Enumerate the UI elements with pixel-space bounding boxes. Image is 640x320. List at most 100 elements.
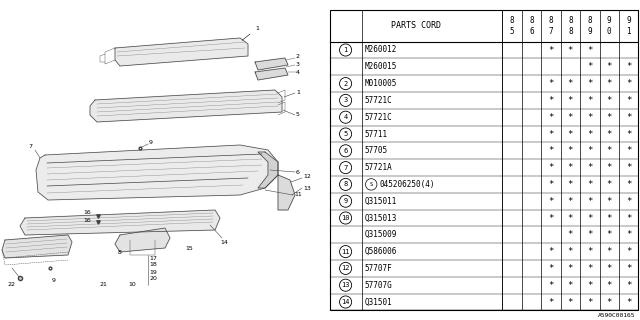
Text: *: *	[587, 62, 593, 71]
Text: 57721C: 57721C	[364, 96, 392, 105]
Text: A590C00165: A590C00165	[598, 313, 636, 318]
Text: *: *	[587, 79, 593, 88]
Text: *: *	[626, 113, 632, 122]
Polygon shape	[115, 228, 170, 252]
Text: 14: 14	[220, 239, 228, 244]
Text: *: *	[607, 247, 612, 256]
Text: 9: 9	[149, 140, 153, 146]
Text: 13: 13	[303, 186, 311, 190]
Text: *: *	[607, 79, 612, 88]
Text: *: *	[626, 298, 632, 307]
Text: Q315009: Q315009	[364, 230, 397, 239]
Text: *: *	[568, 247, 573, 256]
Text: *: *	[626, 230, 632, 239]
Text: 15: 15	[185, 245, 193, 251]
Text: 8: 8	[588, 16, 592, 25]
Text: *: *	[548, 163, 554, 172]
Text: 1: 1	[627, 27, 631, 36]
Text: *: *	[607, 62, 612, 71]
Text: *: *	[568, 180, 573, 189]
Text: *: *	[607, 264, 612, 273]
Text: Q315011: Q315011	[364, 197, 397, 206]
Text: *: *	[548, 247, 554, 256]
Text: 8: 8	[344, 181, 348, 188]
Text: 5: 5	[344, 131, 348, 137]
Text: *: *	[568, 96, 573, 105]
Text: *: *	[626, 163, 632, 172]
Text: 13: 13	[341, 282, 350, 288]
Text: *: *	[587, 180, 593, 189]
Text: *: *	[607, 96, 612, 105]
Text: 045206250(4): 045206250(4)	[380, 180, 435, 189]
Text: 8: 8	[529, 16, 534, 25]
Text: 7: 7	[344, 164, 348, 171]
Text: PARTS CORD: PARTS CORD	[391, 21, 441, 30]
Polygon shape	[255, 68, 288, 80]
Text: *: *	[548, 113, 554, 122]
Text: 57711: 57711	[364, 130, 387, 139]
Text: *: *	[548, 45, 554, 54]
Polygon shape	[115, 38, 248, 66]
Text: *: *	[626, 62, 632, 71]
Text: *: *	[607, 146, 612, 155]
Text: *: *	[626, 180, 632, 189]
Text: 6: 6	[529, 27, 534, 36]
Text: 9: 9	[627, 16, 631, 25]
Text: *: *	[587, 197, 593, 206]
Text: *: *	[626, 96, 632, 105]
Text: 57705: 57705	[364, 146, 387, 155]
Text: *: *	[626, 264, 632, 273]
Text: *: *	[568, 213, 573, 222]
Text: 11: 11	[294, 193, 301, 197]
Text: *: *	[548, 264, 554, 273]
Text: *: *	[626, 79, 632, 88]
Text: 16: 16	[83, 218, 91, 222]
Text: Q586006: Q586006	[364, 247, 397, 256]
Polygon shape	[36, 145, 278, 200]
Text: *: *	[587, 130, 593, 139]
Text: *: *	[568, 113, 573, 122]
Text: *: *	[626, 247, 632, 256]
Text: *: *	[587, 163, 593, 172]
Text: *: *	[587, 264, 593, 273]
Text: *: *	[587, 230, 593, 239]
Text: 4: 4	[296, 69, 300, 75]
Text: 12: 12	[341, 265, 350, 271]
Text: 14: 14	[341, 299, 350, 305]
Text: *: *	[568, 230, 573, 239]
Text: *: *	[568, 281, 573, 290]
Text: 17: 17	[149, 255, 157, 260]
Text: 21: 21	[100, 282, 108, 286]
Text: *: *	[607, 163, 612, 172]
Text: *: *	[548, 96, 554, 105]
Text: 8: 8	[568, 16, 573, 25]
Polygon shape	[90, 90, 282, 122]
Polygon shape	[2, 235, 72, 258]
Text: 57707F: 57707F	[364, 264, 392, 273]
Text: 4: 4	[344, 114, 348, 120]
Text: 5: 5	[296, 113, 300, 117]
Text: *: *	[568, 146, 573, 155]
Text: *: *	[626, 281, 632, 290]
Text: 6: 6	[344, 148, 348, 154]
Text: 9: 9	[607, 16, 612, 25]
Text: 1: 1	[296, 90, 300, 94]
Text: 8: 8	[118, 250, 122, 254]
Text: 16: 16	[83, 211, 91, 215]
Text: *: *	[607, 180, 612, 189]
Text: *: *	[568, 163, 573, 172]
Text: 2: 2	[344, 81, 348, 87]
Text: 0: 0	[607, 27, 612, 36]
Text: 9: 9	[344, 198, 348, 204]
Text: 8: 8	[548, 16, 554, 25]
Text: *: *	[568, 79, 573, 88]
Polygon shape	[278, 175, 295, 210]
Text: *: *	[568, 130, 573, 139]
Text: *: *	[568, 197, 573, 206]
Text: *: *	[626, 130, 632, 139]
Text: *: *	[626, 213, 632, 222]
Text: M260012: M260012	[364, 45, 397, 54]
Text: M010005: M010005	[364, 79, 397, 88]
Text: 10: 10	[341, 215, 350, 221]
Text: *: *	[626, 197, 632, 206]
